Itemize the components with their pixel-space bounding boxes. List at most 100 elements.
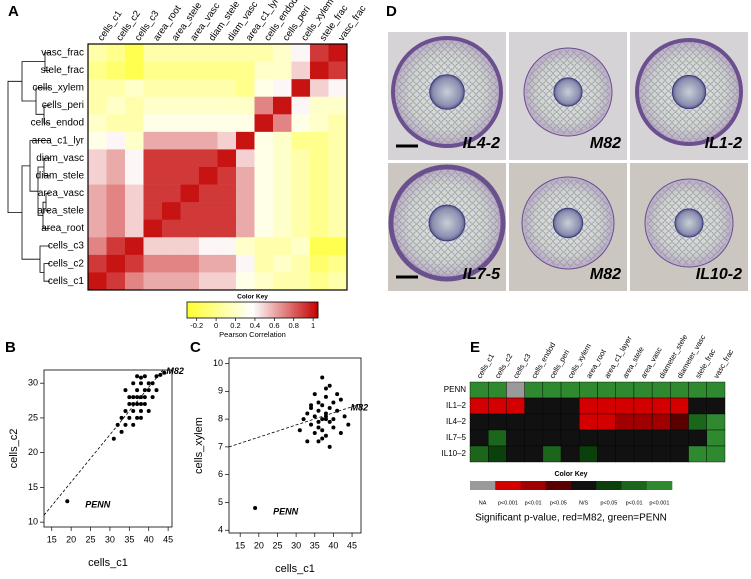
row-label: diam_vasc (36, 153, 84, 164)
heatmap-cell (125, 44, 144, 62)
significance-cell (597, 429, 616, 447)
heatmap-cell (125, 96, 144, 115)
significance-cell (469, 381, 489, 399)
row-label: area_root (41, 223, 84, 234)
significance-cell (542, 381, 562, 399)
significance-cell (488, 445, 507, 463)
point (142, 374, 147, 379)
heatmap-cell (125, 219, 144, 238)
significance-cell (688, 381, 707, 399)
heatmap-cell (310, 167, 329, 185)
heatmap-cell (106, 272, 126, 291)
significance-cell (524, 397, 544, 415)
point (127, 395, 132, 400)
heatmap-cell (273, 184, 292, 203)
panel-label: E (470, 339, 480, 356)
heatmap-cell (254, 237, 274, 256)
point (138, 402, 143, 407)
significance-cell (579, 413, 598, 431)
colorbar-segment (267, 302, 271, 318)
micrograph-label: M82 (590, 266, 621, 283)
point (327, 406, 332, 410)
point (312, 414, 317, 419)
significance-cell (524, 445, 544, 463)
heatmap-cell (125, 254, 144, 273)
heatmap-cell (125, 237, 144, 256)
key-swatch (545, 481, 572, 490)
micrograph-label: M82 (590, 135, 621, 152)
key-label: p<0.01 (525, 500, 542, 506)
significance-cell (488, 413, 507, 431)
point (323, 386, 328, 391)
colorbar-segment (248, 302, 251, 318)
point (154, 374, 159, 379)
micrograph-label: IL1-2 (705, 135, 742, 152)
plot-frame (228, 357, 362, 534)
significance-cell (597, 445, 616, 463)
significance-cell (579, 429, 598, 447)
point (138, 395, 143, 400)
heatmap-cell (88, 131, 107, 150)
heatmap-cell (310, 79, 329, 98)
y-tick-label: 7 (218, 441, 223, 451)
point (316, 439, 321, 444)
key-swatch (495, 481, 521, 490)
point (131, 402, 136, 407)
significance-cell (688, 397, 707, 415)
heatmap-cell (291, 114, 311, 133)
colorbar-segment (191, 302, 194, 318)
heatmap-cell (199, 202, 218, 221)
point (309, 403, 314, 408)
heatmap-cell (310, 237, 329, 256)
heatmap-cell (180, 131, 200, 150)
significance-cell (506, 397, 525, 415)
stele (671, 74, 707, 110)
key-label: p<0.001 (498, 500, 518, 506)
heatmap-cell (143, 131, 163, 150)
heatmap-cell (180, 237, 200, 256)
colorbar-segment (208, 302, 212, 318)
significance-cell (615, 413, 635, 431)
point (135, 395, 140, 400)
heatmap-cell (328, 219, 348, 238)
heatmap-cell (199, 79, 218, 98)
point (65, 499, 70, 504)
x-tick-label: 30 (291, 540, 301, 550)
heatmap-cell (199, 272, 218, 291)
colorbar-segment (315, 302, 319, 318)
micrographs: IL4-2 M82 IL1-2 IL7-5 M82 IL10-2 (388, 32, 748, 291)
significance-cell (633, 397, 653, 415)
heatmap-cell (143, 219, 163, 238)
colorbar-segment (307, 302, 310, 318)
heatmap-cell (199, 149, 218, 168)
fit-line (229, 403, 361, 448)
heatmap-cell (236, 237, 255, 256)
heatmap-cell (254, 61, 274, 80)
y-axis-label: cells_xylem (193, 417, 205, 474)
point (127, 402, 132, 407)
heatmap-cell (254, 114, 274, 133)
significance-cell (506, 445, 525, 463)
colorbar-segment (265, 302, 269, 318)
significance-cell (579, 445, 598, 463)
point (146, 381, 151, 386)
heatmap-cell (162, 114, 181, 133)
point (335, 392, 340, 397)
y-tick-label: 30 (28, 378, 38, 388)
colorbar-tick-label: 0.6 (269, 321, 279, 330)
x-tick-label: 35 (310, 540, 320, 550)
point (142, 402, 147, 407)
colorbar-segment (200, 302, 203, 318)
key-label: p<0.05 (550, 500, 567, 506)
heatmap-cell (199, 61, 218, 80)
point (316, 425, 321, 430)
heatmap-cell (328, 79, 348, 98)
point (323, 433, 328, 438)
significance-cell (579, 397, 598, 415)
significance-cell (542, 397, 562, 415)
heatmap-cell (310, 202, 329, 221)
heatmap-cell (162, 61, 181, 80)
row-label: cells_c2 (48, 258, 85, 269)
colorbar-segment (193, 302, 197, 318)
heatmap-cell (273, 96, 292, 115)
